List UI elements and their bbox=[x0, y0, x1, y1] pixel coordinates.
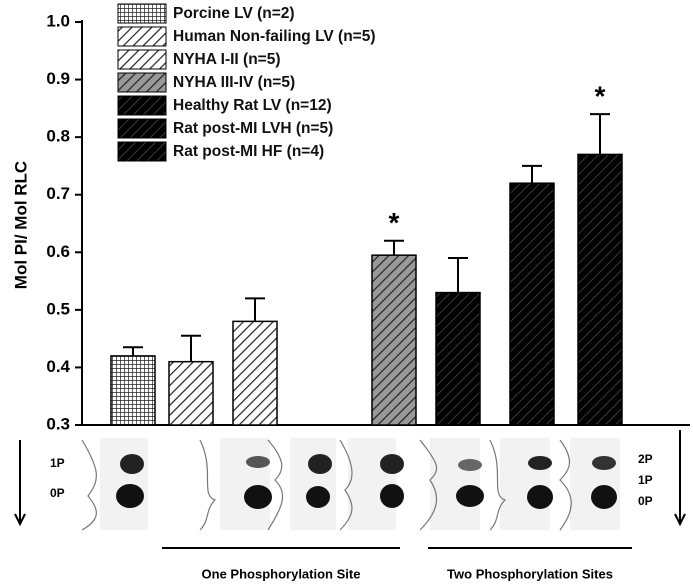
legend-label: NYHA III-IV (n=5) bbox=[173, 74, 295, 91]
y-tick-label: 0.9 bbox=[46, 69, 70, 88]
legend-swatch bbox=[117, 26, 167, 47]
group-label: Two Phosphorylation Sites bbox=[447, 566, 613, 581]
y-tick-label: 0.3 bbox=[46, 414, 70, 433]
error-bar bbox=[384, 239, 404, 256]
legend-label: Rat post-MI HF (n=4) bbox=[173, 143, 324, 160]
bar bbox=[110, 355, 156, 426]
y-tick-label: 0.5 bbox=[46, 299, 70, 318]
y-axis-label: Mol PI/ Mol RLC bbox=[11, 161, 30, 289]
bar bbox=[371, 254, 417, 426]
legend-label: NYHA I-II (n=5) bbox=[173, 51, 281, 68]
bar bbox=[168, 360, 214, 426]
legend-swatch bbox=[117, 141, 167, 162]
error-bar bbox=[590, 113, 610, 155]
significance-marker: * bbox=[389, 207, 400, 238]
bar bbox=[232, 320, 278, 426]
error-bar bbox=[522, 164, 542, 184]
y-tick-label: 0.6 bbox=[46, 242, 70, 261]
blot-strips bbox=[14, 430, 686, 549]
group-label: One Phosphorylation Site bbox=[202, 566, 361, 581]
legend-label: Healthy Rat LV (n=12) bbox=[173, 97, 332, 114]
error-bar bbox=[181, 334, 201, 362]
bar bbox=[577, 153, 623, 426]
legend-label: Rat post-MI LVH (n=5) bbox=[173, 120, 333, 137]
error-bar bbox=[123, 346, 143, 356]
y-tick-label: 0.7 bbox=[46, 184, 70, 203]
legend-swatch bbox=[117, 49, 167, 70]
error-bar bbox=[245, 297, 265, 322]
blot-label: 1P bbox=[638, 473, 653, 487]
legend-label: Human Non-failing LV (n=5) bbox=[173, 28, 376, 45]
blot-label: 2P bbox=[638, 452, 653, 466]
bar bbox=[435, 291, 481, 426]
legend-swatch bbox=[117, 3, 167, 24]
bar bbox=[509, 182, 555, 426]
blot-label: 1P bbox=[50, 456, 65, 470]
y-tick-label: 0.4 bbox=[46, 357, 70, 376]
blot-label: 0P bbox=[638, 494, 653, 508]
y-tick-label: 0.8 bbox=[46, 127, 70, 146]
legend-label: Porcine LV (n=2) bbox=[173, 5, 295, 22]
error-bar bbox=[448, 257, 468, 293]
legend-swatch bbox=[117, 72, 167, 93]
y-tick-label: 1.0 bbox=[46, 11, 70, 30]
blot-label: 0P bbox=[50, 486, 65, 500]
legend-swatch bbox=[117, 95, 167, 116]
significance-marker: * bbox=[595, 81, 606, 112]
legend-swatch bbox=[117, 118, 167, 139]
